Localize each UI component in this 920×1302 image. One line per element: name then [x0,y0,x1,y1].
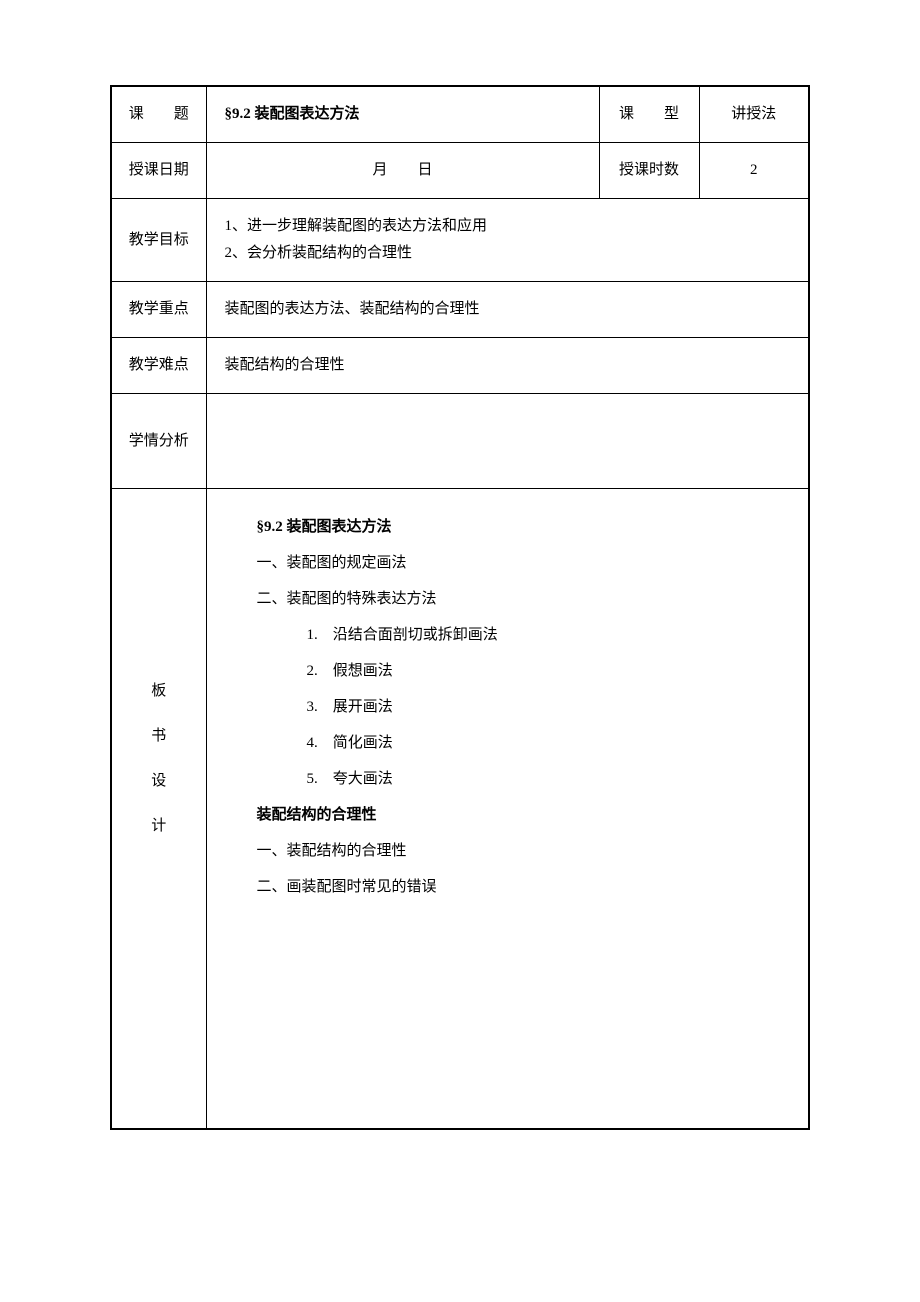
board-item5: 5. 夸大画法 [257,761,789,797]
board-sec1: 一、装配图的规定画法 [257,545,789,581]
board-sec3: 一、装配结构的合理性 [257,833,789,869]
teach-goal-line1: 1、进一步理解装配图的表达方法和应用 [225,213,799,240]
board-title: §9.2 装配图表达方法 [257,509,789,545]
class-type-value: 讲授法 [699,86,809,143]
lesson-plan-table: 课 题 §9.2 装配图表达方法 课 型 讲授法 授课日期 月 日 授课时数 2… [110,85,810,1130]
teach-difficulty-value: 装配结构的合理性 [206,338,809,394]
student-analysis-label: 学情分析 [111,394,206,489]
board-item1: 1. 沿结合面剖切或拆卸画法 [257,617,789,653]
board-sec2: 二、装配图的特殊表达方法 [257,581,789,617]
teach-date-value: 月 日 [206,143,599,199]
teach-hours-label: 授课时数 [599,143,699,199]
teach-difficulty-label: 教学难点 [111,338,206,394]
board-subtitle: 装配结构的合理性 [257,797,789,833]
board-label-char-3: 设 [122,759,196,804]
teach-hours-value: 2 [699,143,809,199]
board-item3: 3. 展开画法 [257,689,789,725]
class-type-label: 课 型 [599,86,699,143]
teach-goal-line2: 2、会分析装配结构的合理性 [225,240,799,267]
teach-date-label: 授课日期 [111,143,206,199]
board-label-char-2: 书 [122,714,196,759]
teach-goal-value: 1、进一步理解装配图的表达方法和应用 2、会分析装配结构的合理性 [206,199,809,282]
board-sec4: 二、画装配图时常见的错误 [257,869,789,905]
teach-focus-value: 装配图的表达方法、装配结构的合理性 [206,282,809,338]
board-design-label: 板 书 设 计 [111,489,206,1129]
board-item2: 2. 假想画法 [257,653,789,689]
board-label-char-1: 板 [122,669,196,714]
board-item4: 4. 简化画法 [257,725,789,761]
topic-label: 课 题 [111,86,206,143]
topic-value: §9.2 装配图表达方法 [206,86,599,143]
teach-focus-label: 教学重点 [111,282,206,338]
teach-goal-label: 教学目标 [111,199,206,282]
board-label-char-4: 计 [122,804,196,849]
student-analysis-value [206,394,809,489]
board-design-content: §9.2 装配图表达方法 一、装配图的规定画法 二、装配图的特殊表达方法 1. … [206,489,809,1129]
